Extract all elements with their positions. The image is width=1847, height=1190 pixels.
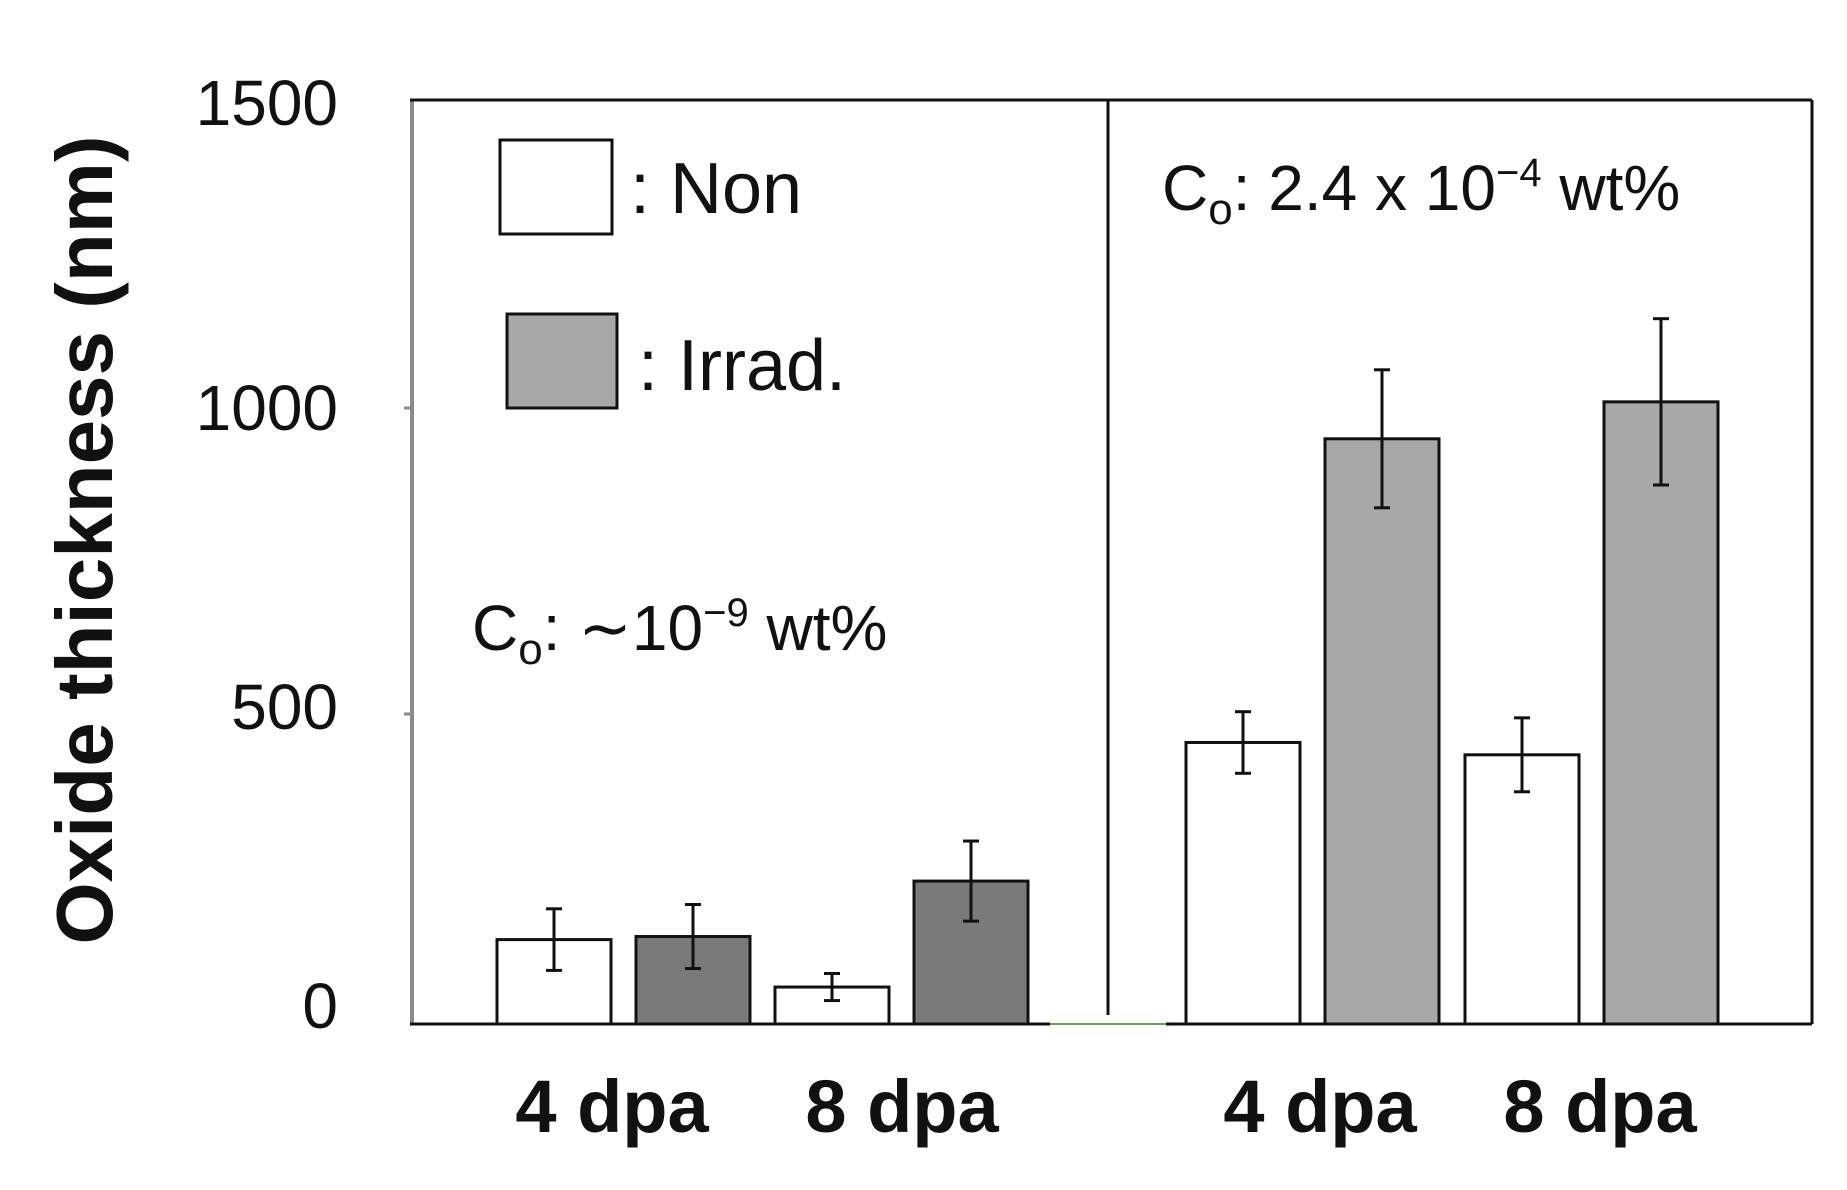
- panel-right-annotation-sub: o: [1208, 185, 1232, 234]
- bars-layer: [495, 400, 1720, 1026]
- panel-left-annotation-suffix: wt%: [749, 592, 888, 664]
- x-label-panel2-4-dpa: 4 dpa: [1223, 1065, 1417, 1148]
- panel-left-annotation-mid: : ∼10: [543, 592, 703, 664]
- panel-left-annotation-sub: o: [518, 625, 542, 674]
- error-bar-panel1-4-dpa-non: [546, 907, 562, 972]
- bar-panel2-8-dpa-non: [1463, 753, 1581, 1026]
- x-label-panel2-8-dpa: 8 dpa: [1503, 1065, 1697, 1148]
- error-bar-panel2-4-dpa-non: [1235, 710, 1251, 775]
- error-bar-panel1-8-dpa-irrad: [963, 839, 979, 923]
- y-tick-label-1000: 1000: [196, 372, 338, 444]
- error-bar-panel1-8-dpa-non: [824, 971, 840, 1003]
- y-tick-label-500: 500: [231, 671, 338, 743]
- legend-label-irrad: : Irrad.: [638, 326, 846, 406]
- legend-label-non: : Non: [630, 149, 802, 229]
- panel-right-annotation: Co: 2.4 x 10−4 wt%: [1162, 151, 1680, 234]
- error-bar-panel2-4-dpa-irrad: [1374, 368, 1390, 510]
- bar-panel2-8-dpa-irrad: [1602, 400, 1720, 1026]
- y-tick-label-1500: 1500: [196, 67, 338, 139]
- error-bar-panel1-4-dpa-irrad: [685, 902, 701, 971]
- panel-left-annotation-sup: −9: [703, 591, 749, 635]
- y-ticks: 0 500 1000 1500: [196, 67, 338, 1042]
- panel-right-annotation-c: C: [1162, 152, 1208, 224]
- bar-panel2-4-dpa-non: [1184, 740, 1302, 1026]
- legend-swatch-irrad: [505, 312, 619, 410]
- y-tick-label-0: 0: [302, 970, 338, 1042]
- legend-swatch-non: [498, 138, 614, 236]
- bar-panel2-4-dpa-irrad: [1323, 437, 1441, 1026]
- x-label-panel1-8-dpa: 8 dpa: [805, 1065, 999, 1148]
- x-category-labels: 4 dpa 8 dpa 4 dpa 8 dpa: [515, 1065, 1697, 1148]
- error-bar-panel2-8-dpa-irrad: [1653, 317, 1669, 487]
- panel-right-annotation-sup: −4: [1496, 151, 1542, 195]
- plot-frame: [404, 98, 1814, 1026]
- panel-left-annotation-c: C: [472, 592, 518, 664]
- panel-left-annotation: Co: ∼10−9 wt%: [472, 591, 887, 674]
- panel-right-annotation-mid: : 2.4 x 10: [1233, 152, 1496, 224]
- error-bars-layer: [546, 317, 1669, 1003]
- error-bar-panel2-8-dpa-non: [1514, 716, 1530, 794]
- panel-right-annotation-suffix: wt%: [1542, 152, 1681, 224]
- legend: : Non : Irrad.: [498, 138, 846, 410]
- x-label-panel1-4-dpa: 4 dpa: [515, 1065, 709, 1148]
- y-axis-title: Oxide thickness (nm): [40, 135, 129, 944]
